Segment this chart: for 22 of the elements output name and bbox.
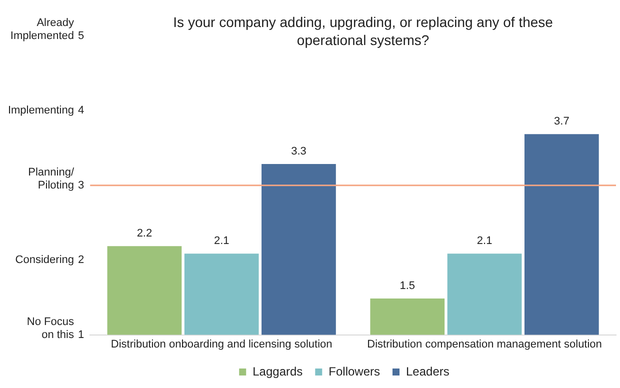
chart-title: Is your company adding, upgrading, or replacing any of these operational systems? [173,14,554,48]
y-tick-label: 2 [78,254,84,266]
y-tick-label: 3 [78,179,84,192]
data-label: 3.3 [291,146,306,158]
legend-label: Followers [328,364,380,378]
legend-label: Laggards [252,364,303,378]
legend-label: Leaders [406,364,450,378]
y-tick-label: 5 [78,30,84,42]
x-tick-label: Distribution onboarding and licensing solution [110,338,332,350]
text: No Focus on this [26,316,74,341]
x-tick-label: Distribution compensation management solution [367,338,602,350]
data-label: 2.1 [214,235,230,248]
text: Already Implemented [10,17,74,42]
y-tick-label: 1 [78,328,84,341]
text: Implementing [8,104,74,117]
data-label: 1.5 [400,280,416,292]
y-tick-label: 4 [78,104,84,117]
text: Considering [15,254,74,266]
data-label: 2.2 [136,228,152,240]
data-label: 2.1 [476,235,492,248]
text: Planning/ Piloting [28,166,75,192]
data-label: 3.7 [554,116,570,128]
